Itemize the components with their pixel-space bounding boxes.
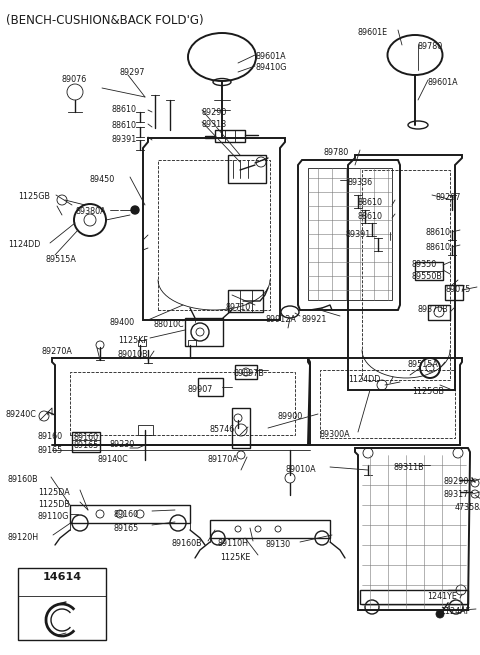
Text: 88610: 88610 [358,198,383,207]
Bar [138,340,146,346]
Bar [185,318,223,346]
Text: 89110H: 89110H [218,539,249,548]
Text: 89900: 89900 [278,412,303,421]
Text: 89165: 89165 [38,446,63,455]
Text: 1125KF: 1125KF [118,336,148,345]
Bar [188,340,196,346]
Text: 89515A: 89515A [408,360,439,369]
Text: 89140C: 89140C [98,455,129,464]
Text: 89130: 89130 [265,540,290,549]
Text: 89400: 89400 [110,318,135,327]
Text: 89391: 89391 [112,135,137,144]
Text: 1124AF: 1124AF [440,607,470,616]
Circle shape [234,414,242,422]
Text: 89165: 89165 [74,441,99,450]
Text: 88610: 88610 [425,243,450,252]
Text: 89601E: 89601E [358,28,388,37]
Text: 89780: 89780 [418,42,443,51]
Text: 89300A: 89300A [320,430,350,439]
Bar [228,290,263,312]
Bar [18,568,106,640]
Text: 89450: 89450 [90,175,115,184]
Bar [360,590,468,604]
Bar [308,168,392,300]
Bar [415,262,443,280]
Text: 89160B: 89160B [8,475,38,484]
Circle shape [131,206,139,214]
Text: 89010A: 89010A [285,465,316,474]
Bar [198,378,223,396]
Text: 1125DA: 1125DA [38,488,70,497]
Text: 89160: 89160 [38,432,63,441]
Text: 85746: 85746 [210,425,235,434]
Text: 1124DD: 1124DD [8,240,40,249]
Circle shape [436,610,444,618]
Text: 89290: 89290 [202,108,228,117]
Text: 89230: 89230 [110,440,135,449]
Text: 89240C: 89240C [5,410,36,419]
Bar [70,505,190,523]
Text: 89160: 89160 [74,433,99,442]
Text: 89165: 89165 [113,524,138,533]
Text: 89270A: 89270A [42,347,73,356]
Text: 89076: 89076 [62,75,87,84]
Text: 89391: 89391 [345,230,370,239]
Text: 1125GB: 1125GB [18,192,50,201]
Text: 89170A: 89170A [208,455,239,464]
Text: 89297: 89297 [435,193,460,202]
Text: 89907: 89907 [188,385,214,394]
Bar [138,425,153,435]
Text: 89311B: 89311B [393,463,424,472]
Text: 1125DB: 1125DB [38,500,70,509]
Text: 89010B: 89010B [118,350,149,359]
Text: 89550B: 89550B [412,272,443,281]
Text: 89370B: 89370B [418,305,449,314]
Bar [215,130,245,142]
Text: 89290: 89290 [443,477,468,486]
Text: 89318: 89318 [202,120,227,129]
Bar [72,432,100,452]
Text: (BENCH-CUSHION&BACK FOLD'G): (BENCH-CUSHION&BACK FOLD'G) [6,14,204,27]
Text: 1241YE: 1241YE [427,592,457,601]
Text: 89336: 89336 [348,178,373,187]
Bar [445,285,463,300]
Text: 88610: 88610 [112,105,137,114]
Bar [235,365,257,379]
Text: 89912A: 89912A [265,315,296,324]
Text: 89380A: 89380A [75,207,106,216]
Text: 89160: 89160 [113,510,138,519]
Text: 47358A: 47358A [455,503,480,512]
Text: 88610: 88610 [112,121,137,130]
Bar [232,408,250,448]
Text: 89515A: 89515A [45,255,76,264]
Text: 1125GB: 1125GB [412,387,444,396]
Text: 89075: 89075 [445,285,470,294]
Text: 88610: 88610 [358,212,383,221]
Text: 89317: 89317 [443,490,468,499]
Text: 14614: 14614 [42,572,82,582]
Text: 89160B: 89160B [172,539,203,548]
Text: 89601A: 89601A [428,78,458,87]
Text: 89710: 89710 [225,303,250,312]
Text: 89897B: 89897B [233,369,264,378]
Text: 88610: 88610 [425,228,450,237]
Bar [228,155,266,183]
Text: 89110G: 89110G [38,512,70,521]
Text: 1124DD: 1124DD [348,375,380,384]
Text: 89120H: 89120H [8,533,39,542]
Text: 1125KE: 1125KE [220,553,251,562]
Text: 89601A: 89601A [255,52,286,61]
Text: 89350: 89350 [412,260,437,269]
Text: 89921: 89921 [302,315,327,324]
Text: 89410G: 89410G [255,63,287,72]
Text: 89297: 89297 [120,68,145,77]
Text: 88010C: 88010C [153,320,184,329]
Bar [428,305,450,320]
Text: 89780: 89780 [323,148,348,157]
Bar [210,520,330,538]
